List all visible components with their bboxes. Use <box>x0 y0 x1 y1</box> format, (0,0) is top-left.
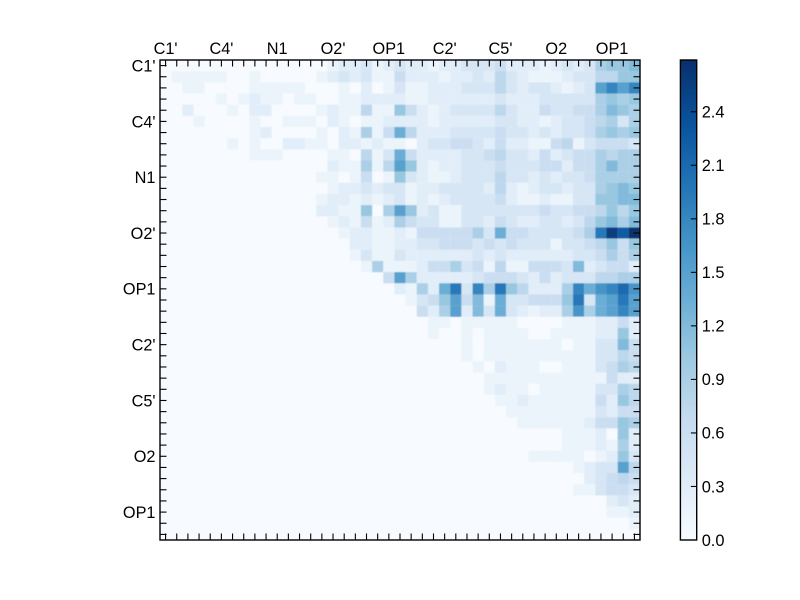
svg-text:O2': O2' <box>131 225 156 243</box>
svg-text:N1: N1 <box>135 169 156 187</box>
svg-text:C4': C4' <box>132 113 156 131</box>
svg-text:C5': C5' <box>132 392 156 410</box>
svg-text:0.0: 0.0 <box>702 532 725 550</box>
svg-text:C1': C1' <box>132 57 156 75</box>
svg-text:C1': C1' <box>154 40 178 58</box>
svg-text:O2: O2 <box>545 40 567 58</box>
svg-text:1.8: 1.8 <box>702 211 725 229</box>
svg-text:2.4: 2.4 <box>702 104 725 122</box>
svg-text:OP1: OP1 <box>123 281 156 299</box>
svg-text:0.9: 0.9 <box>702 371 725 389</box>
svg-text:1.5: 1.5 <box>702 264 725 282</box>
svg-text:OP1: OP1 <box>596 40 629 58</box>
svg-text:OP1: OP1 <box>123 504 156 522</box>
svg-text:0.3: 0.3 <box>702 478 725 496</box>
svg-text:C2': C2' <box>132 337 156 355</box>
svg-text:O2: O2 <box>134 448 156 466</box>
svg-text:2.1: 2.1 <box>702 157 725 175</box>
svg-text:0.6: 0.6 <box>702 425 725 443</box>
svg-text:C5': C5' <box>489 40 513 58</box>
svg-text:O2': O2' <box>321 40 346 58</box>
svg-text:N1: N1 <box>267 40 288 58</box>
svg-text:C4': C4' <box>209 40 233 58</box>
svg-text:OP1: OP1 <box>373 40 406 58</box>
svg-text:1.2: 1.2 <box>702 318 725 336</box>
svg-text:C2': C2' <box>433 40 457 58</box>
